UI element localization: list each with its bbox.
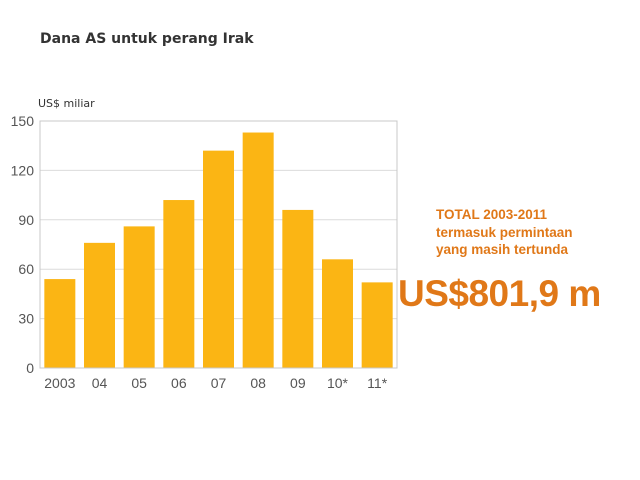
bar [84,242,115,368]
x-tick-label: 09 [290,375,306,391]
x-tick-label: 06 [171,375,187,391]
y-tick-label: 120 [11,162,35,178]
bar [123,226,155,368]
x-tick-labels: 2003 04 05 06 07 08 09 10* 11* [44,375,387,391]
bar [44,279,76,368]
y-tick-label: 60 [18,261,34,277]
total-annotation-line: yang masih tertunda [436,242,569,257]
y-tick-label: 30 [18,311,34,327]
bar [322,259,353,368]
bar [282,209,314,368]
y-tick-label: 150 [11,113,35,129]
bars [44,132,393,368]
bar [203,150,234,368]
total-value: US$801,9 m [398,273,601,314]
bar [242,132,274,368]
x-tick-label: 04 [92,375,108,391]
x-tick-label: 10* [327,375,349,391]
x-tick-label: 05 [131,375,147,391]
x-tick-label: 11* [367,375,388,391]
x-tick-label: 07 [211,375,227,391]
x-tick-label: 2003 [44,375,75,391]
y-tick-label: 90 [18,212,34,228]
y-axis-unit-label: US$ miliar [38,97,95,110]
y-tick-label: 0 [26,360,34,376]
y-tick-labels: 0 30 60 90 120 150 [11,113,35,376]
bar [163,200,195,368]
total-annotation-line: TOTAL 2003-2011 [436,207,548,222]
bar [361,282,393,368]
total-annotation: TOTAL 2003-2011 termasuk permintaan yang… [436,206,573,259]
x-tick-label: 08 [250,375,266,391]
plot-frame [39,120,398,369]
chart-title: Dana AS untuk perang Irak [40,31,254,47]
total-annotation-line: termasuk permintaan [436,224,573,240]
